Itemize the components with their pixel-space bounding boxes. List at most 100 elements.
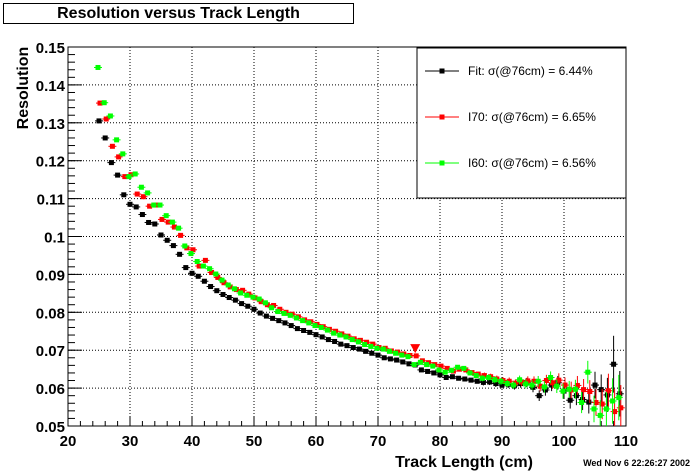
data-point [189,270,195,276]
series-fit [95,118,624,417]
data-point [349,337,355,343]
data-point [548,374,554,380]
data-point [96,118,102,124]
data-point [411,362,417,368]
y-tick-label: 0.11 [37,192,65,209]
data-point [498,378,504,384]
data-point [604,392,610,398]
data-point [438,363,444,369]
data-point [406,361,412,367]
data-point [394,357,400,363]
data-point [288,323,294,329]
data-point [536,393,542,399]
data-point [293,315,299,321]
data-point [262,300,268,306]
timestamp: Wed Nov 6 22:26:27 2002 [583,458,690,468]
data-point [468,377,474,383]
data-point [287,312,293,318]
data-point [97,100,103,106]
data-point [207,266,213,272]
data-point [338,341,344,347]
data-point [133,204,139,210]
y-tick-label: 0.07 [36,343,65,360]
data-point [132,171,138,177]
y-tick-label: 0.15 [36,40,65,57]
data-point [208,284,214,290]
data-point [195,273,201,279]
data-point [541,384,547,390]
data-point [574,382,580,388]
data-point [134,191,140,197]
data-point [332,338,338,344]
data-point [413,353,419,359]
y-tick-label: 0.08 [36,305,65,322]
data-point [567,397,573,403]
data-point [318,324,324,330]
data-point [282,320,288,326]
data-point [448,367,454,373]
data-point [586,399,592,405]
axes: 20 30 40 50 60 70 80 90 100 110 0.05 0.06 0.07 0.08 0.… [36,40,638,450]
data-point [461,365,467,371]
data-point [393,350,399,356]
data-point [258,299,264,305]
data-point [487,379,493,385]
data-point [101,100,107,106]
y-axis-label: Resolution [15,47,32,130]
data-point [474,378,480,384]
data-point [455,364,461,370]
x-tick-label: 20 [60,433,77,450]
data-point [250,294,256,300]
data-point [431,370,437,376]
data-point [139,212,145,218]
data-point [517,377,523,383]
legend-box [416,47,627,199]
data-point [542,387,548,393]
data-point [617,391,623,397]
data-point [369,350,375,356]
y-tick-label: 0.1 [44,230,65,247]
data-point [202,257,208,263]
data-point [221,280,227,286]
data-point [375,352,381,358]
data-point [437,372,443,378]
data-point [145,190,151,196]
data-point [214,288,220,294]
legend-entry-fit: Fit: σ(@76cm) = 6.44% [425,64,593,78]
data-point [256,296,262,302]
data-point [560,388,566,394]
data-point [618,405,624,411]
data-point [165,219,171,225]
legend-marker [439,114,445,120]
data-point [151,202,157,208]
y-tick-label: 0.05 [36,419,65,436]
x-axis-label: Track Length (cm) [395,454,533,471]
data-point [183,265,189,271]
data-point [114,137,120,143]
data-point [525,378,531,384]
data-point [535,378,541,384]
x-tick-label: 60 [308,433,325,450]
data-point [362,342,368,348]
data-point [579,400,585,406]
data-point [593,400,599,406]
data-point [611,361,617,367]
data-point [597,412,603,418]
data-point [566,386,572,392]
data-point [312,323,318,329]
data-point [603,406,609,412]
data-point [240,287,246,293]
data-point [504,381,510,387]
x-tick-label: 110 [614,433,638,450]
data-point [616,395,622,401]
chart-title: Resolution versus Track Length [3,3,354,24]
x-tick-label: 80 [432,433,449,450]
data-point [599,401,605,407]
data-point [301,327,307,333]
data-point [555,380,561,386]
data-point [492,377,498,383]
triangle-marker [410,344,421,354]
data-point [543,378,549,384]
data-point [473,373,479,379]
